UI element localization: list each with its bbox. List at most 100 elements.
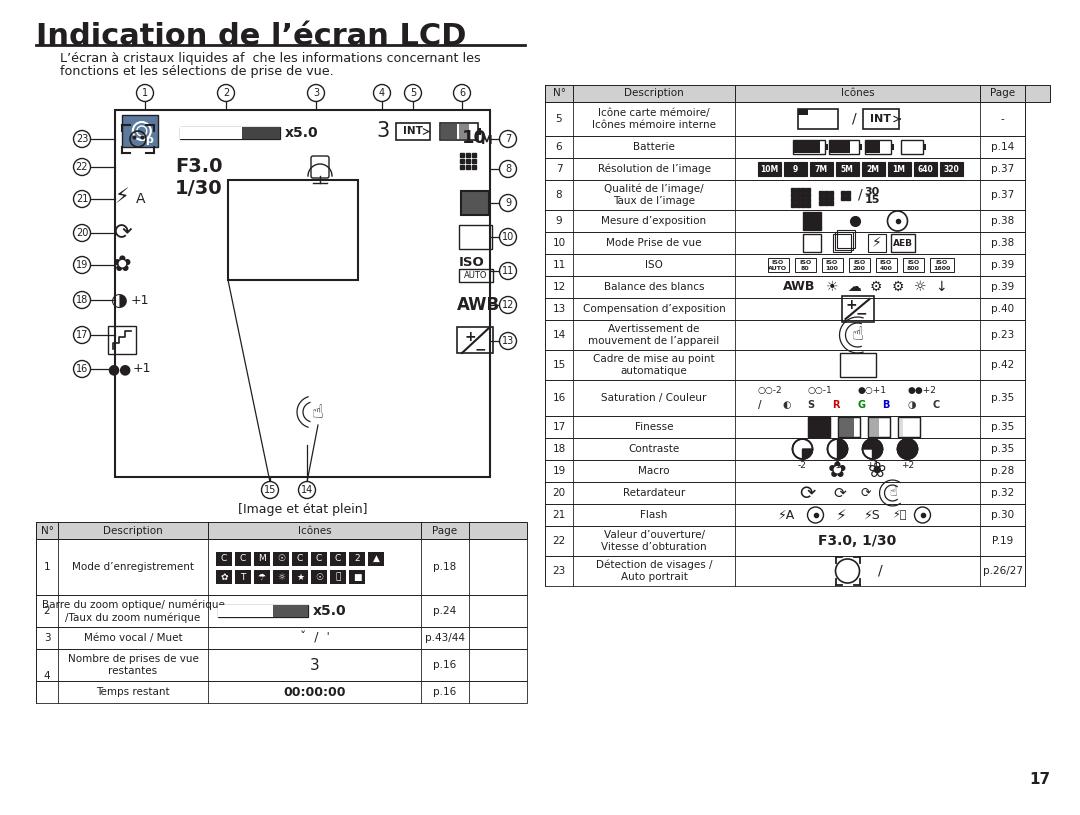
- Bar: [273, 605, 308, 617]
- Bar: [478, 128, 481, 135]
- Bar: [864, 140, 891, 154]
- Text: p.39: p.39: [990, 282, 1014, 292]
- Text: M: M: [481, 134, 492, 148]
- Text: C: C: [240, 554, 246, 563]
- Bar: [839, 353, 876, 377]
- Bar: [891, 234, 915, 252]
- Text: +: +: [465, 330, 476, 344]
- Text: ⟳: ⟳: [861, 487, 870, 500]
- Bar: [836, 162, 859, 176]
- Bar: [797, 109, 837, 129]
- Text: 30: 30: [864, 187, 880, 197]
- Text: ⚡⏰: ⚡⏰: [892, 510, 907, 520]
- Text: ★: ★: [296, 573, 305, 582]
- Circle shape: [73, 327, 91, 343]
- Bar: [368, 552, 384, 566]
- Text: p.35: p.35: [990, 422, 1014, 432]
- Polygon shape: [802, 449, 812, 459]
- Bar: [457, 327, 492, 353]
- Text: p.35: p.35: [990, 393, 1014, 403]
- Text: 23: 23: [76, 134, 89, 144]
- Polygon shape: [897, 439, 918, 459]
- Text: P.19: P.19: [991, 536, 1013, 546]
- Text: 17: 17: [76, 330, 89, 340]
- Text: R: R: [833, 400, 840, 410]
- Text: 640: 640: [917, 165, 933, 174]
- Text: 400: 400: [879, 266, 892, 271]
- Text: 23: 23: [552, 566, 566, 576]
- Bar: [459, 225, 492, 249]
- Text: p.40: p.40: [991, 304, 1014, 314]
- Text: C: C: [221, 554, 227, 563]
- Text: Valeur d’ouverture/
Vitesse d’obturation: Valeur d’ouverture/ Vitesse d’obturation: [602, 530, 706, 553]
- Text: Batterie: Batterie: [633, 142, 675, 152]
- Circle shape: [454, 85, 471, 102]
- Text: 18: 18: [552, 444, 566, 454]
- Text: AUTO: AUTO: [464, 271, 488, 280]
- Text: Contraste: Contraste: [629, 444, 679, 454]
- Bar: [837, 230, 854, 248]
- Bar: [228, 180, 357, 280]
- Text: ISO: ISO: [935, 259, 947, 265]
- Bar: [897, 417, 919, 437]
- Text: Résolution de l’image: Résolution de l’image: [597, 164, 711, 174]
- Text: INT: INT: [403, 126, 423, 136]
- Text: /: /: [852, 112, 856, 126]
- Text: ◐: ◐: [783, 400, 791, 410]
- Text: ●○+1: ●○+1: [858, 386, 887, 395]
- Bar: [783, 162, 807, 176]
- Bar: [545, 85, 1050, 102]
- Text: ☝: ☝: [312, 403, 324, 421]
- Text: 2: 2: [222, 88, 229, 98]
- Text: p.37: p.37: [990, 190, 1014, 200]
- Text: p.35: p.35: [990, 444, 1014, 454]
- Bar: [461, 191, 489, 215]
- Text: Nombre de prises de vue
restantes: Nombre de prises de vue restantes: [68, 654, 199, 676]
- Text: ⟳: ⟳: [799, 483, 815, 503]
- Text: Indication de l’écran LCD: Indication de l’écran LCD: [36, 22, 467, 51]
- Text: 3: 3: [313, 88, 319, 98]
- Bar: [545, 416, 1025, 438]
- Bar: [914, 162, 936, 176]
- Bar: [235, 552, 251, 566]
- Bar: [545, 350, 1025, 380]
- Text: ○○-1: ○○-1: [808, 386, 833, 395]
- Text: AEB: AEB: [892, 239, 913, 248]
- Text: 17: 17: [552, 422, 566, 432]
- Bar: [922, 144, 926, 150]
- Text: ▲: ▲: [373, 554, 379, 563]
- Bar: [797, 109, 808, 115]
- Bar: [545, 380, 1025, 416]
- Text: 11: 11: [552, 260, 566, 270]
- Text: A: A: [136, 192, 146, 206]
- Bar: [122, 125, 154, 153]
- Text: 21: 21: [76, 194, 89, 204]
- Text: 7: 7: [504, 134, 511, 144]
- Text: p.23: p.23: [990, 330, 1014, 340]
- Bar: [545, 276, 1025, 298]
- Bar: [242, 127, 280, 139]
- Text: 200: 200: [852, 266, 865, 271]
- Bar: [940, 162, 962, 176]
- Bar: [867, 234, 886, 252]
- Bar: [824, 144, 827, 150]
- Text: +1: +1: [133, 363, 151, 376]
- Text: -2: -2: [798, 460, 807, 469]
- Text: +1: +1: [131, 293, 149, 306]
- Bar: [862, 162, 885, 176]
- Text: 1: 1: [43, 562, 51, 572]
- Bar: [901, 140, 922, 154]
- Text: 19: 19: [552, 466, 566, 476]
- Text: ☉: ☉: [315, 573, 323, 582]
- Text: Mode d’enregistrement: Mode d’enregistrement: [72, 562, 194, 572]
- Text: p.42: p.42: [990, 360, 1014, 370]
- Text: p.18: p.18: [433, 562, 457, 572]
- Text: ●●+2: ●●+2: [907, 386, 936, 395]
- Text: 10: 10: [553, 238, 566, 248]
- Text: F3.0: F3.0: [175, 157, 222, 177]
- Text: 19: 19: [76, 260, 89, 270]
- Bar: [897, 417, 919, 437]
- Bar: [273, 552, 289, 566]
- Text: 10: 10: [502, 232, 514, 242]
- Text: S: S: [808, 400, 814, 410]
